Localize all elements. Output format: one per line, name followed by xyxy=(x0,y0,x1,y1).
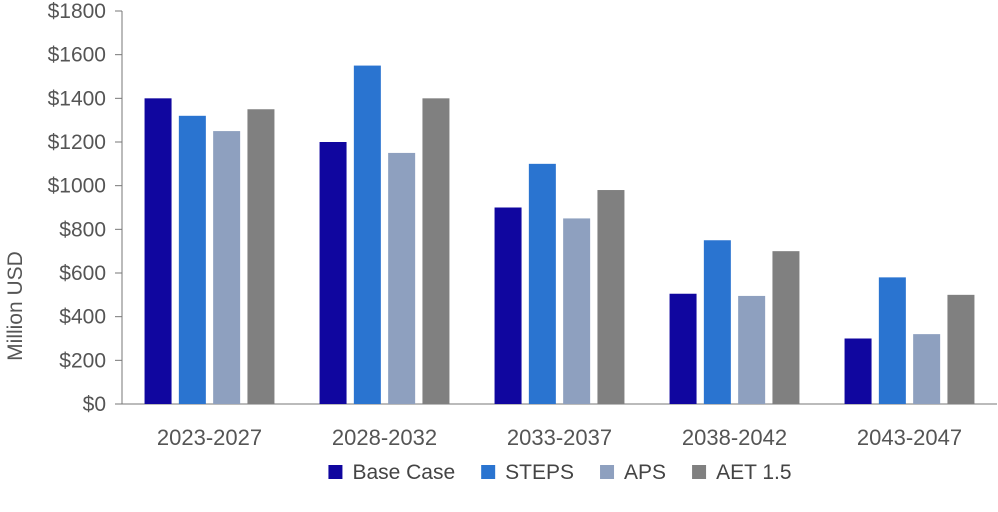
x-axis: 2023-2027 2028-2032 2033-2037 2038-2042 2043… xyxy=(122,403,997,450)
bar-base-case-2043-2047 xyxy=(844,338,872,404)
legend-swatch-steps xyxy=(481,465,496,479)
legend-swatch-aps xyxy=(600,465,615,479)
x-tick-label: 2043-2047 xyxy=(857,425,962,450)
bar-aps-2023-2027 xyxy=(213,131,241,405)
y-tick-label: $1600 xyxy=(48,44,106,67)
bars xyxy=(144,65,975,405)
y-tick-label: $600 xyxy=(59,262,106,285)
bar-steps-2033-2037 xyxy=(528,163,556,404)
bar-steps-2038-2042 xyxy=(703,240,731,404)
legend-label-aps: APS xyxy=(624,461,666,484)
legend-swatch-aet-1-5 xyxy=(692,465,707,479)
y-tick-label: $800 xyxy=(59,218,106,241)
y-tick-label: $1000 xyxy=(48,175,106,198)
bar-aps-2033-2037 xyxy=(563,218,591,404)
bar-aet-1-5-2028-2032 xyxy=(422,98,450,404)
bar-steps-2023-2027 xyxy=(178,115,206,405)
x-tick-label: 2033-2037 xyxy=(507,425,612,450)
x-tick-label: 2023-2027 xyxy=(157,425,262,450)
legend-label-base-case: Base Case xyxy=(352,461,455,484)
bar-steps-2043-2047 xyxy=(878,277,906,404)
y-axis: $0 $200 $400 $600 $800 $1000 $1200 $1400 $1600 $1… xyxy=(48,0,123,416)
y-tick-label: $200 xyxy=(59,349,106,372)
legend-label-aet-1-5: AET 1.5 xyxy=(716,461,792,484)
x-tick-label: 2038-2042 xyxy=(682,425,787,450)
bar-base-case-2033-2037 xyxy=(494,207,522,404)
legend-swatch-base-case xyxy=(328,465,343,479)
bar-base-case-2023-2027 xyxy=(144,98,172,404)
bar-base-case-2038-2042 xyxy=(669,293,697,404)
bar-aet-1-5-2043-2047 xyxy=(947,294,975,404)
bar-aet-1-5-2033-2037 xyxy=(597,190,625,404)
bar-aps-2028-2032 xyxy=(388,152,416,404)
y-tick-label: $0 xyxy=(83,393,106,416)
y-tick-label: $1800 xyxy=(48,0,106,23)
y-tick-label: $1400 xyxy=(48,87,106,110)
bar-base-case-2028-2032 xyxy=(319,142,347,404)
legend-label-steps: STEPS xyxy=(505,461,574,484)
y-tick-label: $400 xyxy=(59,306,106,329)
bar-steps-2028-2032 xyxy=(353,65,381,404)
bar-aet-1-5-2023-2027 xyxy=(247,109,275,404)
legend: Base Case STEPS APS AET 1.5 xyxy=(328,461,792,484)
x-tick-label: 2028-2032 xyxy=(332,425,437,450)
bar-aps-2038-2042 xyxy=(738,295,766,404)
y-axis-title: Million USD xyxy=(4,251,27,361)
y-tick-label: $1200 xyxy=(48,131,106,154)
bar-aet-1-5-2038-2042 xyxy=(772,251,800,404)
bar-aps-2043-2047 xyxy=(913,334,941,404)
